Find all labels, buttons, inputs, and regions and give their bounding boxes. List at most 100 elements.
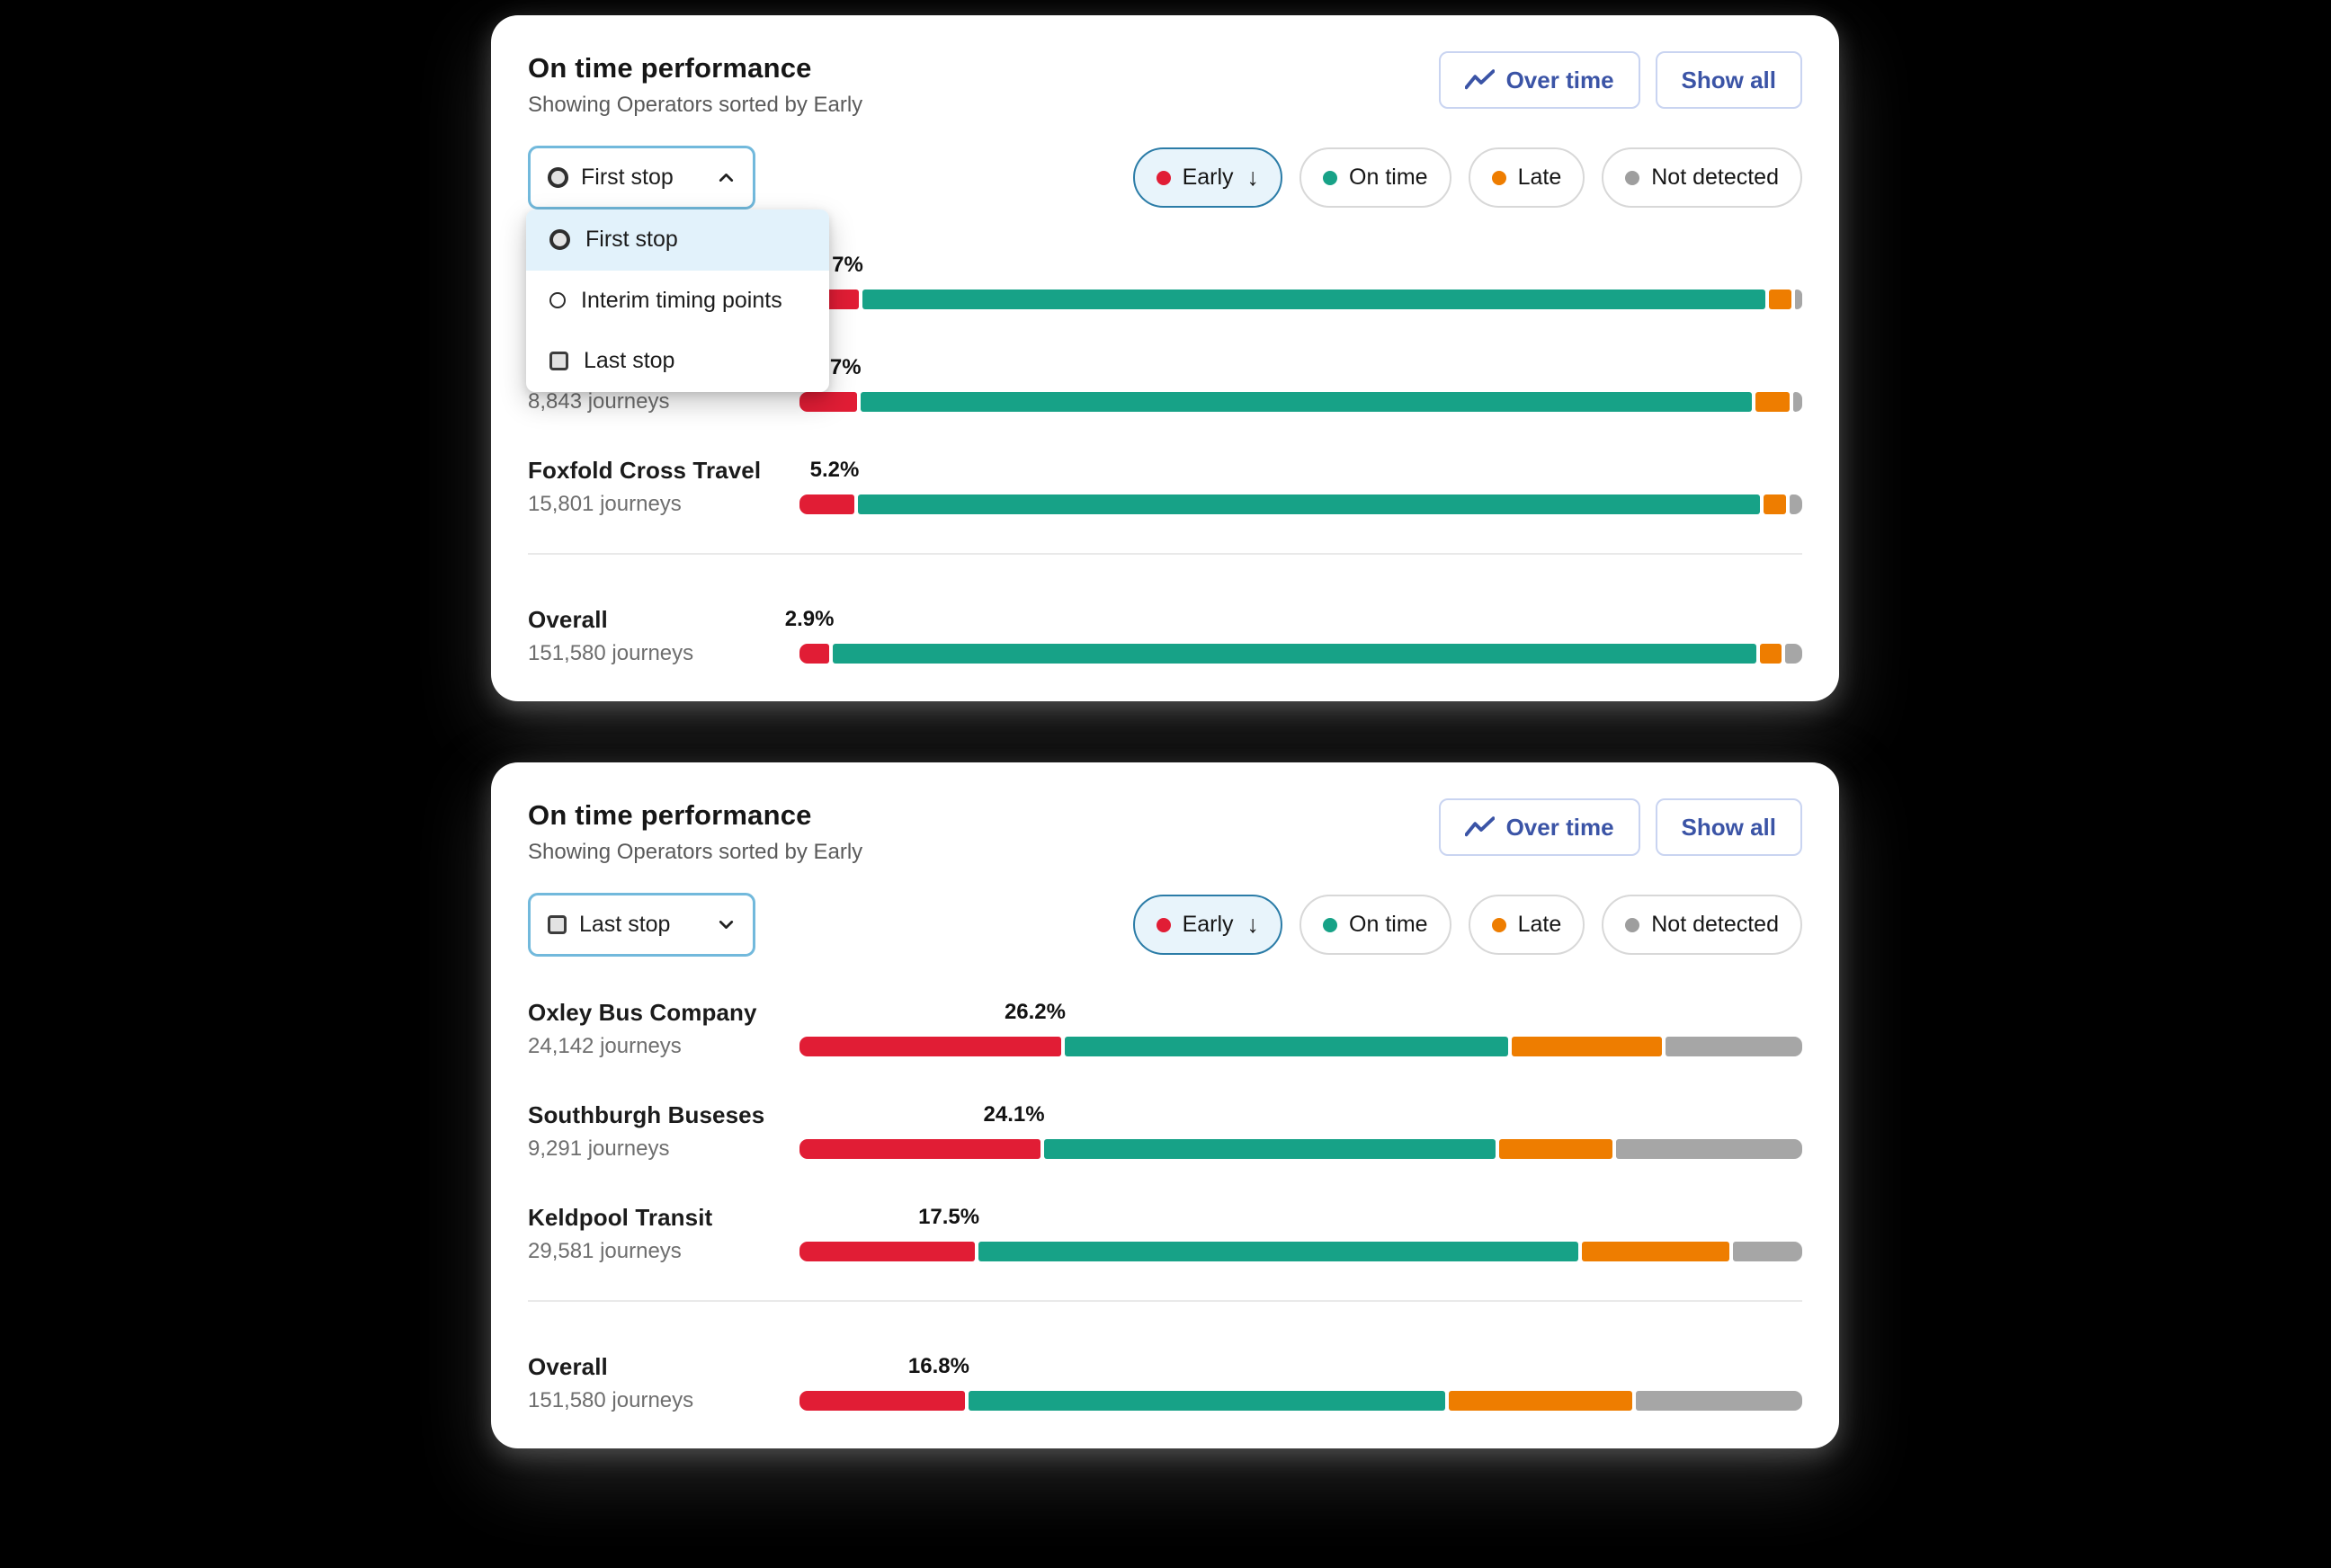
bar-segment-early <box>799 1139 1040 1159</box>
operator-rows: Oxley Bus Company 26.2% 24,142 journeys <box>528 993 1802 1263</box>
legend-chip-not-detected[interactable]: Not detected <box>1602 895 1802 955</box>
sort-descending-icon: ↓ <box>1246 911 1260 938</box>
circle-icon <box>548 167 568 188</box>
overall-journeys: 151,580 journeys <box>528 641 694 665</box>
card-subtitle: Showing Operators sorted by Early <box>528 93 863 117</box>
bar-segment-not-detected <box>1790 494 1802 514</box>
show-all-button[interactable]: Show all <box>1655 798 1802 856</box>
show-all-button[interactable]: Show all <box>1655 51 1802 109</box>
over-time-label: Over time <box>1505 66 1614 94</box>
bar-segment-not-detected <box>1616 1139 1802 1159</box>
not-detected-dot-icon <box>1625 170 1640 185</box>
divider <box>528 1300 1802 1302</box>
bar-segment-late <box>1755 392 1790 412</box>
legend: Early ↓ On time Late Not detected <box>1132 147 1802 208</box>
header-text: On time performance Showing Operators so… <box>528 51 862 120</box>
bar-segment-early <box>799 1242 976 1261</box>
over-time-button[interactable]: Over time <box>1438 798 1640 856</box>
bar-segment-not-detected <box>1666 1037 1802 1056</box>
legend-chip-on-time[interactable]: On time <box>1299 895 1451 955</box>
overall-label: Overall <box>528 1353 608 1380</box>
menu-item-last-stop[interactable]: Last stop <box>526 331 829 392</box>
bar-segment-not-detected <box>1732 1242 1802 1261</box>
header-actions: Over time Show all <box>1438 51 1802 109</box>
early-percent-label: 2.9% <box>784 607 835 631</box>
bar-track <box>799 1037 1802 1056</box>
trendline-icon <box>1464 816 1495 837</box>
trendline-icon <box>1464 69 1495 90</box>
bar-segment-early <box>799 494 855 514</box>
bar-segment-early <box>799 1037 1061 1056</box>
stop-dropdown-menu: First stop Interim timing points Last st… <box>526 209 829 392</box>
bar-segment-on-time <box>968 1391 1445 1411</box>
operator-row: 7% 8,843 journeys <box>528 348 1802 414</box>
overall-row: Overall 2.9% 151,580 journeys <box>528 600 1802 665</box>
early-dot-icon <box>1156 917 1171 932</box>
early-percent-label: 5.2% <box>809 458 860 482</box>
late-dot-icon <box>1491 917 1506 932</box>
bar-segment-not-detected <box>1635 1391 1802 1411</box>
legend-chip-on-time[interactable]: On time <box>1299 147 1451 208</box>
legend-chip-late[interactable]: Late <box>1468 895 1585 955</box>
on-time-performance-card-first-stop: On time performance Showing Operators so… <box>491 15 1839 701</box>
legend: Early ↓ On time Late Not detected <box>1132 895 1802 955</box>
controls-row: Last stop Early ↓ On time Late <box>528 893 1802 957</box>
early-dot-icon <box>1156 170 1171 185</box>
legend-chip-early[interactable]: Early ↓ <box>1132 895 1283 955</box>
on-time-dot-icon <box>1323 917 1338 932</box>
bar-track <box>799 1391 1802 1411</box>
operator-row: Keldpool Transit 17.5% 29,581 journeys <box>528 1198 1802 1263</box>
bar-segment-not-detected <box>1792 392 1802 412</box>
menu-item-label: First stop <box>585 227 678 253</box>
sort-descending-icon: ↓ <box>1246 164 1260 191</box>
over-time-label: Over time <box>1505 813 1614 841</box>
operator-name: Keldpool Transit <box>528 1204 713 1231</box>
operator-name: Foxfold Cross Travel <box>528 457 762 484</box>
operator-journeys: 24,142 journeys <box>528 1034 682 1058</box>
operator-journeys: 9,291 journeys <box>528 1136 670 1161</box>
menu-item-interim-timing-points[interactable]: Interim timing points <box>526 271 829 332</box>
operator-name: Southburgh Buseses <box>528 1101 765 1128</box>
bar-segment-late <box>1769 290 1791 309</box>
header-actions: Over time Show all <box>1438 798 1802 856</box>
stop-selector[interactable]: First stop <box>528 146 755 209</box>
square-icon <box>548 915 567 934</box>
bar-segment-late <box>1581 1242 1729 1261</box>
legend-chip-not-detected[interactable]: Not detected <box>1602 147 1802 208</box>
square-icon <box>549 352 568 371</box>
bar-track <box>799 494 1802 514</box>
selector-value: First stop <box>581 165 674 190</box>
bar-segment-on-time <box>833 644 1757 664</box>
operator-row: Southburgh Buseses 24.1% 9,291 journeys <box>528 1095 1802 1161</box>
selector-value: Last stop <box>579 912 671 937</box>
legend-label-not-detected: Not detected <box>1651 912 1779 937</box>
menu-item-first-stop[interactable]: First stop <box>526 209 829 271</box>
early-percent-label: 7% <box>829 355 862 379</box>
bar-segment-on-time <box>1065 1037 1508 1056</box>
chevron-down-icon <box>719 921 734 929</box>
early-percent-label: 16.8% <box>907 1354 969 1378</box>
legend-label-early: Early <box>1182 165 1234 190</box>
operator-rows: 7% <box>528 245 1802 516</box>
stop-selector[interactable]: Last stop <box>528 893 755 957</box>
early-percent-label: 7% <box>832 253 863 277</box>
operator-row: Oxley Bus Company 26.2% 24,142 journeys <box>528 993 1802 1058</box>
bar-track <box>799 1139 1802 1159</box>
on-time-dot-icon <box>1323 170 1338 185</box>
legend-label-not-detected: Not detected <box>1651 165 1779 190</box>
show-all-label: Show all <box>1681 66 1776 94</box>
legend-label-late: Late <box>1517 165 1562 190</box>
menu-item-label: Interim timing points <box>581 287 782 313</box>
circle-icon <box>549 229 570 251</box>
bar-segment-on-time <box>1043 1139 1496 1159</box>
over-time-button[interactable]: Over time <box>1438 51 1640 109</box>
bar-segment-on-time <box>978 1242 1578 1261</box>
bar-track <box>799 1242 1802 1261</box>
bar-segment-late <box>1760 644 1782 664</box>
legend-chip-late[interactable]: Late <box>1468 147 1585 208</box>
legend-label-late: Late <box>1517 912 1562 937</box>
controls-row: First stop Early ↓ On time Late <box>528 146 1802 209</box>
operator-journeys: 8,843 journeys <box>528 389 670 414</box>
legend-chip-early[interactable]: Early ↓ <box>1132 147 1283 208</box>
bar-segment-late <box>1448 1391 1632 1411</box>
